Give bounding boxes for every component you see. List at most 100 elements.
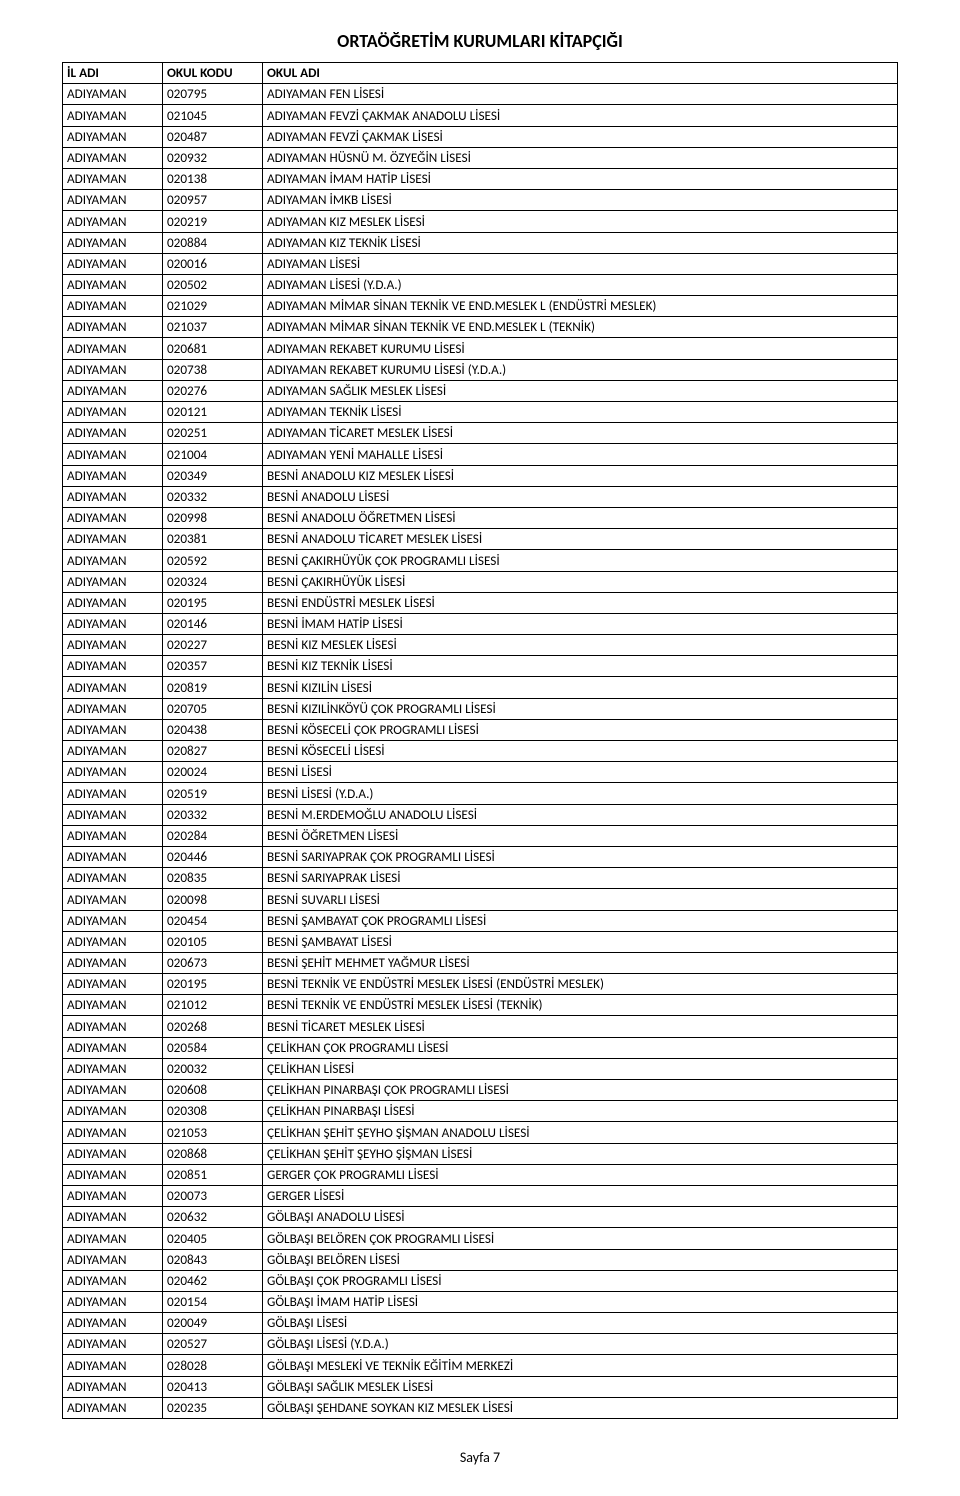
cell-il-adi: ADIYAMAN: [63, 635, 163, 656]
table-header-row: İL ADI OKUL KODU OKUL ADI: [63, 63, 898, 84]
cell-okul-adi: GÖLBAŞI İMAM HATİP LİSESİ: [263, 1291, 898, 1312]
table-row: ADIYAMAN020251ADIYAMAN TİCARET MESLEK Lİ…: [63, 423, 898, 444]
cell-il-adi: ADIYAMAN: [63, 952, 163, 973]
cell-il-adi: ADIYAMAN: [63, 741, 163, 762]
cell-okul-adi: GÖLBAŞI ANADOLU LİSESİ: [263, 1207, 898, 1228]
table-row: ADIYAMAN028028GÖLBAŞI MESLEKİ VE TEKNİK …: [63, 1355, 898, 1376]
table-row: ADIYAMAN020827BESNİ KÖSECELİ LİSESİ: [63, 741, 898, 762]
cell-il-adi: ADIYAMAN: [63, 465, 163, 486]
cell-il-adi: ADIYAMAN: [63, 677, 163, 698]
table-row: ADIYAMAN020462GÖLBAŞI ÇOK PROGRAMLI LİSE…: [63, 1270, 898, 1291]
cell-okul-kodu: 020024: [163, 762, 263, 783]
table-row: ADIYAMAN020932ADIYAMAN HÜSNÜ M. ÖZYEĞİN …: [63, 147, 898, 168]
cell-okul-adi: BESNİ ANADOLU ÖĞRETMEN LİSESİ: [263, 507, 898, 528]
page-footer: Sayfa 7: [62, 1449, 898, 1466]
table-row: ADIYAMAN020073GERGER LİSESİ: [63, 1185, 898, 1206]
cell-okul-adi: ADIYAMAN İMKB LİSESİ: [263, 190, 898, 211]
cell-il-adi: ADIYAMAN: [63, 1122, 163, 1143]
table-row: ADIYAMAN020332BESNİ ANADOLU LİSESİ: [63, 486, 898, 507]
cell-il-adi: ADIYAMAN: [63, 1164, 163, 1185]
table-row: ADIYAMAN020502ADIYAMAN LİSESİ (Y.D.A.): [63, 274, 898, 295]
cell-il-adi: ADIYAMAN: [63, 783, 163, 804]
cell-il-adi: ADIYAMAN: [63, 338, 163, 359]
cell-okul-kodu: 020454: [163, 910, 263, 931]
cell-okul-adi: ADIYAMAN FEVZİ ÇAKMAK LİSESİ: [263, 126, 898, 147]
cell-okul-kodu: 020073: [163, 1185, 263, 1206]
col-il-adi: İL ADI: [63, 63, 163, 84]
table-row: ADIYAMAN020332BESNİ M.ERDEMOĞLU ANADOLU …: [63, 804, 898, 825]
table-row: ADIYAMAN020868ÇELİKHAN ŞEHİT ŞEYHO ŞİŞMA…: [63, 1143, 898, 1164]
cell-okul-kodu: 020851: [163, 1164, 263, 1185]
cell-okul-adi: GÖLBAŞI LİSESİ: [263, 1313, 898, 1334]
cell-il-adi: ADIYAMAN: [63, 1185, 163, 1206]
cell-il-adi: ADIYAMAN: [63, 1101, 163, 1122]
cell-okul-adi: ADIYAMAN TİCARET MESLEK LİSESİ: [263, 423, 898, 444]
cell-okul-adi: BESNİ KÖSECELİ ÇOK PROGRAMLI LİSESİ: [263, 719, 898, 740]
cell-il-adi: ADIYAMAN: [63, 190, 163, 211]
cell-okul-adi: BESNİ KIZ TEKNİK LİSESİ: [263, 656, 898, 677]
table-row: ADIYAMAN020795ADIYAMAN FEN LİSESİ: [63, 84, 898, 105]
cell-okul-adi: GÖLBAŞI SAĞLIK MESLEK LİSESİ: [263, 1376, 898, 1397]
cell-okul-adi: ÇELİKHAN LİSESİ: [263, 1058, 898, 1079]
table-row: ADIYAMAN020324BESNİ ÇAKIRHÜYÜK LİSESİ: [63, 571, 898, 592]
cell-okul-kodu: 020138: [163, 168, 263, 189]
cell-il-adi: ADIYAMAN: [63, 296, 163, 317]
cell-okul-adi: BESNİ ÇAKIRHÜYÜK LİSESİ: [263, 571, 898, 592]
cell-okul-kodu: 020121: [163, 402, 263, 423]
table-row: ADIYAMAN020405GÖLBAŞI BELÖREN ÇOK PROGRA…: [63, 1228, 898, 1249]
cell-okul-adi: BESNİ ANADOLU LİSESİ: [263, 486, 898, 507]
cell-il-adi: ADIYAMAN: [63, 317, 163, 338]
cell-okul-adi: BESNİ ŞEHİT MEHMET YAĞMUR LİSESİ: [263, 952, 898, 973]
cell-okul-adi: BESNİ SUVARLI LİSESİ: [263, 889, 898, 910]
cell-il-adi: ADIYAMAN: [63, 84, 163, 105]
table-row: ADIYAMAN021053ÇELİKHAN ŞEHİT ŞEYHO ŞİŞMA…: [63, 1122, 898, 1143]
cell-il-adi: ADIYAMAN: [63, 147, 163, 168]
cell-okul-kodu: 020462: [163, 1270, 263, 1291]
table-row: ADIYAMAN020705BESNİ KIZILİNKÖYÜ ÇOK PROG…: [63, 698, 898, 719]
cell-il-adi: ADIYAMAN: [63, 656, 163, 677]
cell-il-adi: ADIYAMAN: [63, 995, 163, 1016]
cell-okul-kodu: 021029: [163, 296, 263, 317]
cell-il-adi: ADIYAMAN: [63, 168, 163, 189]
cell-okul-kodu: 020146: [163, 613, 263, 634]
cell-okul-adi: BESNİ ÖĞRETMEN LİSESİ: [263, 825, 898, 846]
cell-okul-kodu: 020673: [163, 952, 263, 973]
cell-il-adi: ADIYAMAN: [63, 507, 163, 528]
cell-okul-kodu: 020251: [163, 423, 263, 444]
cell-okul-kodu: 020835: [163, 868, 263, 889]
cell-okul-adi: ADIYAMAN FEN LİSESİ: [263, 84, 898, 105]
cell-okul-adi: ÇELİKHAN ÇOK PROGRAMLI LİSESİ: [263, 1037, 898, 1058]
cell-okul-kodu: 020487: [163, 126, 263, 147]
table-row: ADIYAMAN020268BESNİ TİCARET MESLEK LİSES…: [63, 1016, 898, 1037]
table-row: ADIYAMAN020098BESNİ SUVARLI LİSESİ: [63, 889, 898, 910]
cell-il-adi: ADIYAMAN: [63, 1207, 163, 1228]
cell-okul-adi: ÇELİKHAN ŞEHİT ŞEYHO ŞİŞMAN LİSESİ: [263, 1143, 898, 1164]
cell-okul-kodu: 020681: [163, 338, 263, 359]
cell-il-adi: ADIYAMAN: [63, 1058, 163, 1079]
cell-il-adi: ADIYAMAN: [63, 1037, 163, 1058]
table-row: ADIYAMAN020446BESNİ SARIYAPRAK ÇOK PROGR…: [63, 846, 898, 867]
cell-okul-adi: ÇELİKHAN PINARBAŞI LİSESİ: [263, 1101, 898, 1122]
cell-il-adi: ADIYAMAN: [63, 1355, 163, 1376]
cell-okul-adi: BESNİ ŞAMBAYAT LİSESİ: [263, 931, 898, 952]
cell-il-adi: ADIYAMAN: [63, 762, 163, 783]
cell-il-adi: ADIYAMAN: [63, 1376, 163, 1397]
cell-okul-kodu: 020405: [163, 1228, 263, 1249]
cell-il-adi: ADIYAMAN: [63, 910, 163, 931]
cell-okul-kodu: 020276: [163, 380, 263, 401]
cell-okul-kodu: 020998: [163, 507, 263, 528]
cell-okul-kodu: 020268: [163, 1016, 263, 1037]
cell-il-adi: ADIYAMAN: [63, 444, 163, 465]
cell-okul-kodu: 020446: [163, 846, 263, 867]
cell-okul-adi: ADIYAMAN LİSESİ (Y.D.A.): [263, 274, 898, 295]
cell-okul-adi: BESNİ TİCARET MESLEK LİSESİ: [263, 1016, 898, 1037]
table-row: ADIYAMAN020998BESNİ ANADOLU ÖĞRETMEN LİS…: [63, 507, 898, 528]
page-title: ORTAÖĞRETİM KURUMLARI KİTAPÇIĞI: [62, 30, 898, 52]
table-row: ADIYAMAN020032ÇELİKHAN LİSESİ: [63, 1058, 898, 1079]
table-row: ADIYAMAN020835BESNİ SARIYAPRAK LİSESİ: [63, 868, 898, 889]
cell-il-adi: ADIYAMAN: [63, 825, 163, 846]
cell-okul-kodu: 021045: [163, 105, 263, 126]
cell-il-adi: ADIYAMAN: [63, 232, 163, 253]
cell-okul-adi: ÇELİKHAN ŞEHİT ŞEYHO ŞİŞMAN ANADOLU LİSE…: [263, 1122, 898, 1143]
cell-okul-adi: BESNİ KIZILİN LİSESİ: [263, 677, 898, 698]
